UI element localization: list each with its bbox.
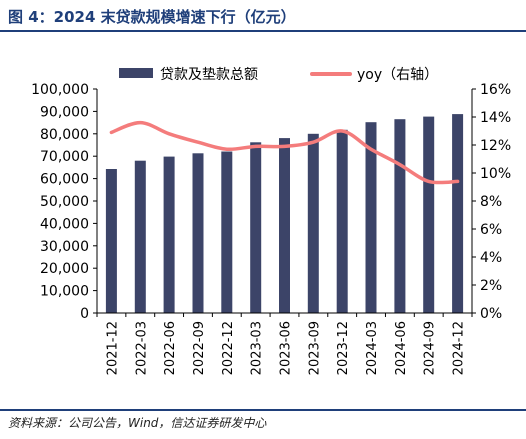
x-tick-label: 2022-03 [134, 321, 149, 375]
right-tick-label: 14% [480, 110, 511, 126]
x-tick-label: 2023-09 [307, 321, 322, 375]
left-tick-label: 40,000 [40, 216, 89, 232]
right-tick-label: 12% [480, 138, 511, 154]
bar-2022-06 [163, 156, 175, 313]
x-tick-label: 2023-06 [279, 321, 294, 375]
figure-title: 图 4：2024 末贷款规模增速下行（亿元） [8, 8, 296, 26]
right-tick-label: 8% [480, 194, 502, 210]
source-divider [0, 409, 526, 411]
bar-2022-09 [192, 153, 204, 313]
bar-2022-03 [134, 160, 146, 313]
left-tick-label: 30,000 [40, 239, 89, 255]
left-tick-label: 100,000 [31, 82, 89, 98]
x-tick-label: 2021-12 [105, 321, 120, 375]
bar-2023-06 [279, 138, 290, 313]
right-tick-label: 6% [480, 222, 502, 238]
legend-bar-label: 贷款及垫款总额 [160, 67, 258, 83]
right-tick-label: 0% [480, 306, 502, 322]
legend-bar-swatch [119, 68, 153, 78]
left-tick-label: 60,000 [40, 172, 89, 188]
left-tick-label: 20,000 [40, 261, 89, 277]
left-tick-label: 0 [80, 306, 89, 322]
left-tick-label: 90,000 [40, 104, 89, 120]
x-tick-label: 2023-12 [336, 321, 351, 375]
x-tick-label: 2024-09 [423, 321, 438, 375]
bar-2023-03 [250, 142, 262, 313]
x-tick-label: 2022-06 [163, 321, 178, 375]
left-tick-label: 50,000 [40, 194, 89, 210]
right-tick-label: 4% [480, 250, 502, 266]
x-tick-label: 2024-03 [365, 321, 380, 375]
bar-2024-09 [423, 116, 435, 313]
title-divider [0, 30, 526, 32]
bar-2023-12 [336, 129, 348, 313]
x-tick-label: 2022-09 [192, 321, 207, 375]
bar-2022-12 [221, 151, 233, 313]
yoy-line [109, 120, 460, 185]
left-tick-label: 10,000 [40, 284, 89, 300]
bar-2024-03 [365, 122, 377, 313]
x-tick-label: 2024-12 [452, 321, 467, 375]
legend-line-label: yoy（右轴） [357, 67, 438, 83]
bar-2023-09 [307, 133, 319, 313]
bar-2024-06 [394, 119, 406, 313]
x-tick-label: 2022-12 [221, 321, 236, 375]
left-tick-label: 80,000 [40, 127, 89, 143]
left-tick-label: 70,000 [40, 149, 89, 165]
source-note: 资料来源：公司公告，Wind，信达证券研发中心 [8, 416, 267, 430]
x-tick-label: 2023-03 [250, 321, 265, 375]
x-tick-label: 2024-06 [394, 321, 409, 375]
right-tick-label: 2% [480, 278, 502, 294]
bar-2024-12 [452, 114, 464, 313]
bar-2021-12 [105, 169, 117, 313]
right-tick-label: 16% [480, 82, 511, 98]
right-tick-label: 10% [480, 166, 511, 182]
